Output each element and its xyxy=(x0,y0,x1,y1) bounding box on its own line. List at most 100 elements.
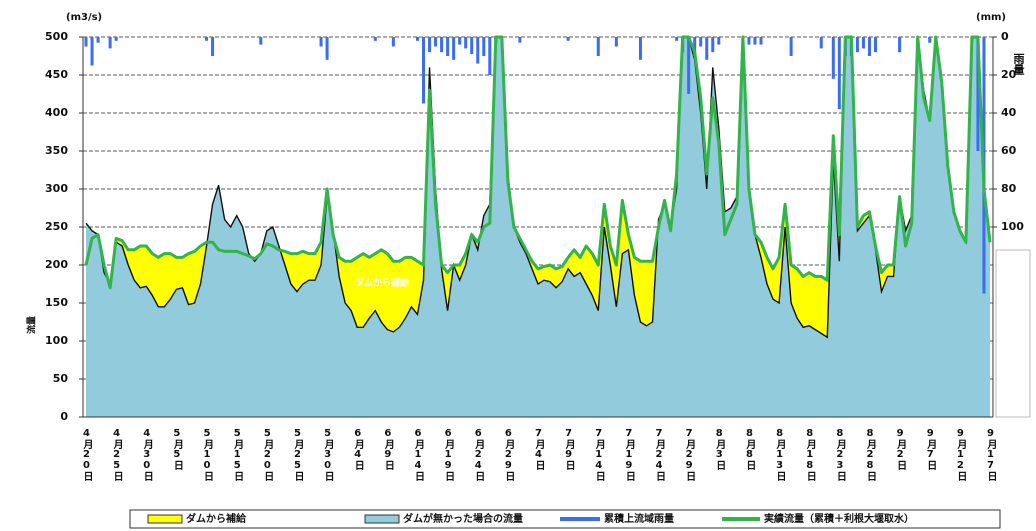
x-tick-label: 7月9日 xyxy=(563,428,575,470)
unit-left: (m3/s) xyxy=(66,12,102,23)
x-tick-label: 9月17日 xyxy=(984,428,996,481)
rain-bar xyxy=(391,37,395,47)
legend-label: 累積上流域雨量 xyxy=(604,512,674,525)
rain-bar xyxy=(566,37,570,41)
x-tick-label: 6月29日 xyxy=(502,428,514,481)
x-tick-label: 8月23日 xyxy=(834,428,846,481)
x-tick-label: 5月5日 xyxy=(171,428,183,470)
rain-bar xyxy=(759,37,763,45)
x-tick-label: 5月25日 xyxy=(291,428,303,481)
rain-bar xyxy=(837,37,841,110)
y-tick-label: 200 xyxy=(45,258,68,271)
x-tick-label: 7月24日 xyxy=(653,428,665,481)
x-tick-label: 6月14日 xyxy=(412,428,424,481)
rain-bar xyxy=(638,37,642,60)
x-tick-label: 7月4日 xyxy=(533,428,544,470)
y-tick-label: 250 xyxy=(45,220,68,233)
x-tick-label: 9月2日 xyxy=(894,428,906,470)
x-tick-label: 6月19日 xyxy=(442,428,454,481)
legend-label: ダムから補給 xyxy=(186,512,247,525)
rain-bar xyxy=(458,37,462,45)
y2-tick-label: 80 xyxy=(1001,182,1017,195)
rain-bar xyxy=(470,37,474,55)
rain-bar xyxy=(205,37,209,41)
y2-axis-label: 雨量 xyxy=(1012,53,1025,75)
rain-bar xyxy=(831,37,835,79)
natural-outline xyxy=(85,36,991,339)
y2-tick-label: 20 xyxy=(1001,68,1017,81)
y-tick-label: 100 xyxy=(45,334,68,347)
rain-bar xyxy=(482,37,486,56)
legend-swatch xyxy=(147,514,183,524)
annotation: ダムから補給 xyxy=(355,277,410,289)
side-box xyxy=(995,249,1031,418)
rain-bar xyxy=(867,37,871,56)
x-tick-label: 5月20日 xyxy=(261,428,273,481)
x-tick-label: 5月15日 xyxy=(231,428,243,481)
x-tick-label: 7月14日 xyxy=(593,428,605,481)
rain-bar xyxy=(428,37,432,53)
rain-bar xyxy=(446,37,450,56)
rain-bar xyxy=(675,37,679,41)
rain-bar xyxy=(211,37,215,56)
x-tick-label: 8月18日 xyxy=(804,428,816,481)
x-tick-label: 7月19日 xyxy=(623,428,635,481)
rain-bar xyxy=(747,37,751,45)
x-tick-label: 4月20日 xyxy=(81,428,92,481)
y-axis-label: 流量 xyxy=(26,316,38,334)
x-tick-label: 5月30日 xyxy=(322,428,334,481)
rain-bar xyxy=(705,37,709,60)
rain-bar xyxy=(699,37,703,47)
y2-tick-label: 0 xyxy=(1001,30,1009,43)
x-tick-label: 6月4日 xyxy=(352,428,364,470)
x-tick-label: 8月13日 xyxy=(774,428,786,481)
rain-bar xyxy=(373,37,377,41)
rain-bar xyxy=(434,37,438,47)
rain-bar xyxy=(452,37,456,60)
rain-bar xyxy=(488,37,492,75)
legend-label: 実績流量（累積＋利根大堰取水） xyxy=(764,512,914,525)
rain-bar xyxy=(319,37,323,47)
rain-bar xyxy=(753,37,757,45)
y2-tick-label: 40 xyxy=(1001,106,1017,119)
rain-bar xyxy=(687,37,691,94)
rain-bar xyxy=(421,37,425,104)
rain-bar xyxy=(819,37,823,49)
x-tick-label: 8月28日 xyxy=(864,428,876,481)
rain-bar xyxy=(96,37,100,43)
legend-label: ダムが無かった場合の流量 xyxy=(403,512,523,525)
rain-bar xyxy=(789,37,793,56)
x-tick-label: 9月12日 xyxy=(954,428,966,481)
rain-bar xyxy=(90,37,94,66)
x-tick-label: 6月9日 xyxy=(382,428,394,470)
rain-bar xyxy=(464,37,468,49)
rain-bar xyxy=(693,37,697,56)
rain-bar xyxy=(711,37,715,53)
x-tick-label: 4月25日 xyxy=(111,428,123,481)
rain-bar xyxy=(259,37,263,45)
rain-bar xyxy=(928,37,932,43)
x-tick-label: 8月3日 xyxy=(713,428,725,470)
y-tick-label: 50 xyxy=(53,372,69,385)
natural-area xyxy=(86,37,990,417)
y2-tick-label: 60 xyxy=(1001,144,1017,157)
y-tick-label: 0 xyxy=(60,410,68,423)
rain-bar xyxy=(873,37,877,53)
actual-line xyxy=(84,35,992,290)
y-tick-label: 500 xyxy=(45,30,68,43)
rain-bar xyxy=(861,37,865,49)
rain-bar xyxy=(976,37,980,151)
x-tick-label: 4月30日 xyxy=(141,428,153,481)
rain-bar xyxy=(518,37,522,43)
rain-bar xyxy=(84,37,88,47)
x-tick-label: 7月29日 xyxy=(683,428,695,481)
unit-right: (mm) xyxy=(976,12,1006,23)
x-tick-label: 5月10日 xyxy=(201,428,213,481)
x-tick-label: 8月8日 xyxy=(743,428,755,470)
y-tick-label: 300 xyxy=(45,182,68,195)
x-tick-label: 9月7日 xyxy=(924,428,936,470)
rain-bar xyxy=(596,37,600,56)
y-tick-label: 150 xyxy=(45,296,68,309)
rain-bar xyxy=(717,37,721,45)
